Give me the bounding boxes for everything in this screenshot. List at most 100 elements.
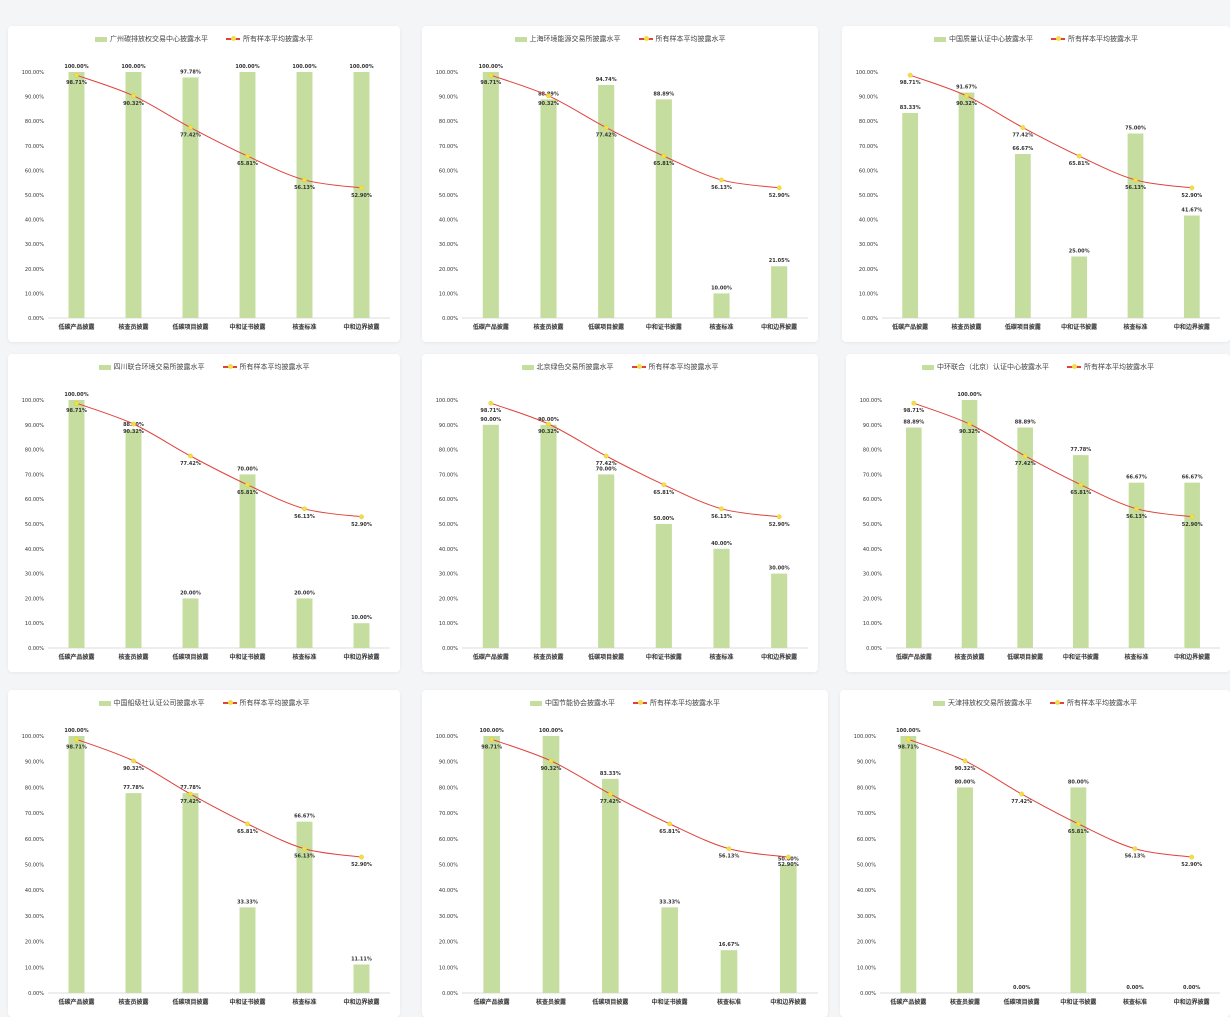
x-tick-label: 核查标准 [1123,998,1147,1006]
average-point [359,514,364,520]
legend-label: 所有样本平均披露水平 [239,363,310,371]
line-data-label: 52.90% [769,522,790,528]
bar [957,787,973,993]
bar-data-label: 33.33% [237,899,258,905]
x-tick-label: 中和边界披露 [343,653,380,661]
y-tick-label: 60.00% [439,168,458,174]
chart-svg: 0.00% 10.00% 20.00% 30.00% 40.00% 50.00% 60.00… [22,392,390,661]
x-tick-label: 中和边界披露 [770,998,807,1006]
x-tick-label: 中和边界披露 [761,323,798,331]
y-tick-label: 40.00% [25,547,44,553]
bar [296,598,313,648]
y-tick-label: 20.00% [863,596,882,602]
bar-data-label: 20.00% [180,590,201,596]
y-tick-label: 60.00% [439,497,458,503]
x-tick-label: 低碳产品披露 [473,998,511,1006]
y-tick-label: 90.00% [857,760,876,766]
y-tick-label: 50.00% [439,863,458,869]
chart-panel: 广州碳排放权交易中心披露水平 所有样本平均披露水平 0.00% 10.00% 20.00… [8,26,400,342]
line-data-label: 98.71% [480,408,501,414]
x-tick-label: 核查员披露 [951,323,982,331]
y-tick-label: 30.00% [859,242,878,248]
bar [296,821,313,993]
average-point [488,72,494,78]
legend-item: 中环联合（北京）认证中心披露水平 [922,362,1049,372]
y-tick-label: 10.00% [439,291,458,297]
bar [68,72,85,318]
x-tick-label: 核查员披露 [118,998,149,1006]
bar-data-label: 100.00% [64,392,88,398]
bar-data-label: 50.00% [653,516,674,522]
y-tick-label: 100.00% [436,70,458,76]
y-tick-label: 60.00% [25,837,44,843]
legend-label: 所有样本平均披露水平 [1067,699,1137,707]
legend-bar-swatch [933,700,945,706]
legend-item: 中国节能协会披露水平 [530,698,615,708]
y-tick-label: 0.00% [28,646,44,652]
bar [125,429,142,648]
chart-svg: 0.00% 10.00% 20.00% 30.00% 40.00% 50.00% 60.00… [436,64,808,331]
x-tick-label: 低碳产品披露 [57,323,95,331]
average-point [488,400,494,406]
legend-label: 天津排放权交易所披露水平 [948,699,1032,707]
x-tick-label: 中和证书披露 [1063,653,1100,661]
chart-legend: 广州碳排放权交易中心披露水平 所有样本平均披露水平 [8,34,400,44]
y-tick-label: 80.00% [859,119,878,125]
y-tick-label: 100.00% [22,70,44,76]
bar [598,84,615,318]
y-tick-label: 60.00% [25,168,44,174]
y-tick-label: 30.00% [857,914,876,920]
x-tick-label: 低碳项目披露 [587,653,625,661]
chart-svg: 0.00% 10.00% 20.00% 30.00% 40.00% 50.00% 60.00… [436,398,808,661]
average-line [76,738,362,858]
bar [542,736,560,993]
x-tick-label: 核查标准 [709,323,733,331]
bar-data-label: 100.00% [957,392,981,398]
bar-data-label: 77.78% [1070,447,1091,453]
bar-data-label: 33.33% [659,899,680,905]
line-data-label: 98.71% [898,744,919,750]
line-data-label: 52.90% [351,862,372,868]
bar-data-label: 25.00% [1069,249,1090,255]
y-tick-label: 70.00% [863,472,882,478]
line-data-label: 77.42% [596,133,617,139]
bar [68,736,85,993]
legend-bar-swatch [521,364,534,370]
legend-label: 所有样本平均披露水平 [648,363,719,371]
average-line [76,74,362,189]
bar [771,573,788,648]
y-tick-label: 0.00% [860,991,876,997]
legend-item: 所有样本平均披露水平 [222,362,310,372]
bar [655,524,672,648]
y-tick-label: 80.00% [863,448,882,454]
legend-label: 中国节能协会披露水平 [545,699,615,707]
x-tick-label: 低碳产品披露 [57,998,95,1006]
bar-data-label: 91.67% [956,84,977,90]
y-tick-label: 60.00% [439,837,458,843]
line-data-label: 77.42% [1011,799,1032,805]
y-tick-label: 20.00% [439,596,458,602]
line-data-label: 52.90% [1181,862,1202,868]
line-data-label: 65.81% [237,829,258,835]
average-point [726,846,732,852]
line-data-label: 65.81% [1070,490,1091,496]
chart-svg: 0.00% 10.00% 20.00% 30.00% 40.00% 50.00% 60.00… [436,728,818,1006]
y-tick-label: 10.00% [439,621,458,627]
average-point [546,93,551,99]
bar-data-label: 80.00% [1068,779,1089,785]
average-point [1022,453,1028,459]
legend-bar-swatch [934,36,946,42]
bar [598,474,615,648]
y-tick-label: 10.00% [25,291,44,297]
average-point [911,400,917,406]
y-tick-label: 20.00% [25,596,44,602]
x-tick-label: 中和证书披露 [229,653,266,661]
x-tick-label: 核查员披露 [536,998,567,1006]
legend-bar-swatch [98,364,111,370]
x-tick-label: 核查员披露 [118,323,149,331]
line-data-label: 52.90% [769,193,790,199]
x-tick-label: 低碳项目披露 [171,323,209,331]
line-data-label: 56.13% [294,854,315,860]
bar-data-label: 88.89% [903,420,924,426]
line-data-label: 65.81% [237,490,258,496]
